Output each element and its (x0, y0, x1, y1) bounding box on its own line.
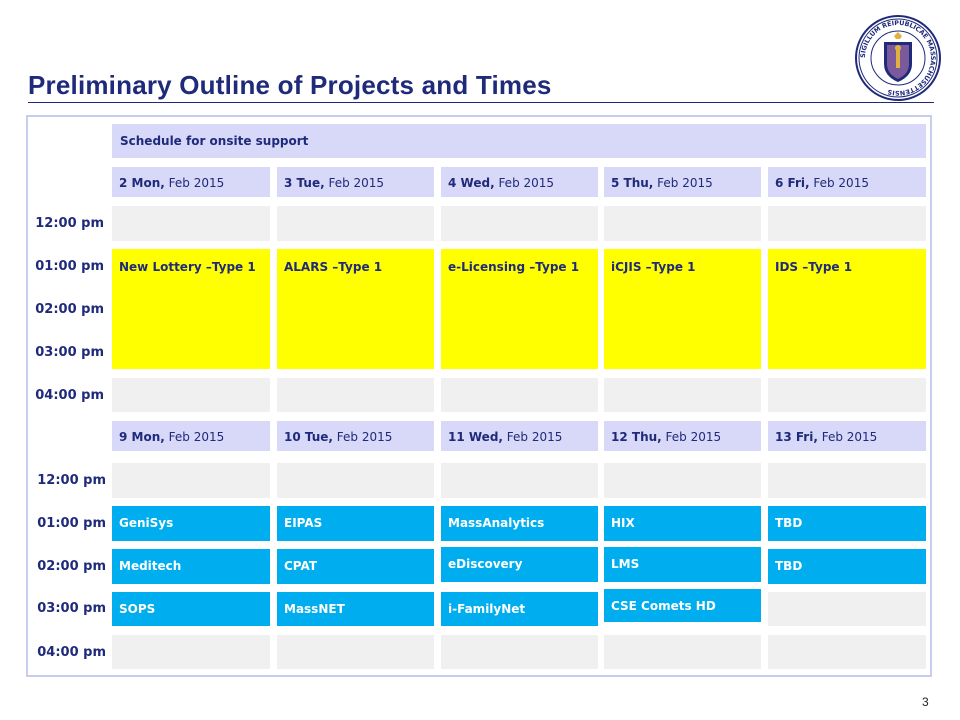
event-block[interactable]: Meditech (112, 549, 270, 584)
empty-slot[interactable] (604, 463, 761, 498)
day-number: 4 Wed, (448, 176, 495, 190)
event-block[interactable]: SOPS (112, 592, 270, 626)
day-number: 3 Tue, (284, 176, 325, 190)
empty-slot[interactable] (277, 635, 434, 669)
event-block[interactable]: IDS –Type 1 (768, 249, 926, 369)
day-header: 9 Mon, Feb 2015 (112, 421, 270, 451)
time-label: 03:00 pm (35, 345, 104, 360)
event-block[interactable]: HIX (604, 506, 761, 541)
time-label: 02:00 pm (37, 559, 106, 574)
day-month: Feb 2015 (661, 430, 722, 444)
empty-slot[interactable] (441, 635, 598, 669)
day-header: 10 Tue, Feb 2015 (277, 421, 434, 451)
day-number: 12 Thu, (611, 430, 662, 444)
day-month: Feb 2015 (164, 176, 225, 190)
event-block[interactable]: CPAT (277, 549, 434, 584)
empty-slot[interactable] (768, 378, 926, 412)
empty-slot[interactable] (112, 463, 270, 498)
event-block[interactable]: ALARS –Type 1 (277, 249, 434, 369)
day-month: Feb 2015 (653, 176, 713, 190)
day-header: 13 Fri, Feb 2015 (768, 421, 926, 451)
empty-slot[interactable] (768, 206, 926, 241)
event-block[interactable]: eDiscovery (441, 547, 598, 582)
day-month: Feb 2015 (817, 430, 878, 444)
title-divider (28, 102, 934, 103)
day-header: 12 Thu, Feb 2015 (604, 421, 761, 451)
day-header: 2 Mon, Feb 2015 (112, 167, 270, 197)
day-number: 6 Fri, (775, 176, 810, 190)
day-header: 4 Wed, Feb 2015 (441, 167, 598, 197)
event-block[interactable]: i-FamilyNet (441, 592, 598, 626)
day-number: 2 Mon, (119, 176, 165, 190)
day-header: 5 Thu, Feb 2015 (604, 167, 761, 197)
event-block[interactable]: MassNET (277, 592, 434, 626)
time-label: 04:00 pm (35, 388, 104, 403)
day-month: Feb 2015 (502, 430, 563, 444)
event-block[interactable]: EIPAS (277, 506, 434, 541)
day-header: 3 Tue, Feb 2015 (277, 167, 434, 197)
empty-slot[interactable] (112, 378, 270, 412)
empty-slot[interactable] (112, 206, 270, 241)
day-month: Feb 2015 (494, 176, 555, 190)
schedule-banner: Schedule for onsite support (112, 124, 926, 158)
empty-slot[interactable] (112, 635, 270, 669)
day-header: 6 Fri, Feb 2015 (768, 167, 926, 197)
empty-slot[interactable] (768, 635, 926, 669)
day-header: 11 Wed, Feb 2015 (441, 421, 598, 451)
day-month: Feb 2015 (332, 430, 393, 444)
event-block[interactable]: GeniSys (112, 506, 270, 541)
event-block[interactable]: iCJIS –Type 1 (604, 249, 761, 369)
empty-slot[interactable] (277, 463, 434, 498)
empty-slot[interactable] (604, 378, 761, 412)
day-number: 13 Fri, (775, 430, 818, 444)
empty-slot[interactable] (768, 592, 926, 626)
massachusetts-seal-icon: SIGILLUM REIPUBLICAE MASSACHUSETTENSIS (855, 15, 941, 101)
day-month: Feb 2015 (164, 430, 225, 444)
day-number: 9 Mon, (119, 430, 165, 444)
event-block[interactable]: New Lottery –Type 1 (112, 249, 270, 369)
day-number: 11 Wed, (448, 430, 503, 444)
event-block[interactable]: CSE Comets HD (604, 589, 761, 622)
event-block[interactable]: MassAnalytics (441, 506, 598, 541)
empty-slot[interactable] (768, 463, 926, 498)
day-month: Feb 2015 (809, 176, 869, 190)
time-label: 01:00 pm (37, 516, 106, 531)
event-block[interactable]: e-Licensing –Type 1 (441, 249, 598, 369)
event-block[interactable]: LMS (604, 547, 761, 582)
empty-slot[interactable] (441, 206, 598, 241)
empty-slot[interactable] (277, 378, 434, 412)
day-number: 10 Tue, (284, 430, 333, 444)
empty-slot[interactable] (604, 635, 761, 669)
time-label: 12:00 pm (35, 216, 104, 231)
page-number: 3 (922, 695, 929, 709)
time-label: 03:00 pm (37, 601, 106, 616)
slide-title: Preliminary Outline of Projects and Time… (28, 70, 552, 100)
empty-slot[interactable] (277, 206, 434, 241)
event-block[interactable]: TBD (768, 549, 926, 584)
time-label: 04:00 pm (37, 645, 106, 660)
time-label: 02:00 pm (35, 302, 104, 317)
empty-slot[interactable] (441, 378, 598, 412)
time-label: 12:00 pm (37, 473, 106, 488)
empty-slot[interactable] (604, 206, 761, 241)
empty-slot[interactable] (441, 463, 598, 498)
event-block[interactable]: TBD (768, 506, 926, 541)
day-month: Feb 2015 (324, 176, 385, 190)
day-number: 5 Thu, (611, 176, 654, 190)
schedule-frame (26, 115, 932, 677)
time-label: 01:00 pm (35, 259, 104, 274)
